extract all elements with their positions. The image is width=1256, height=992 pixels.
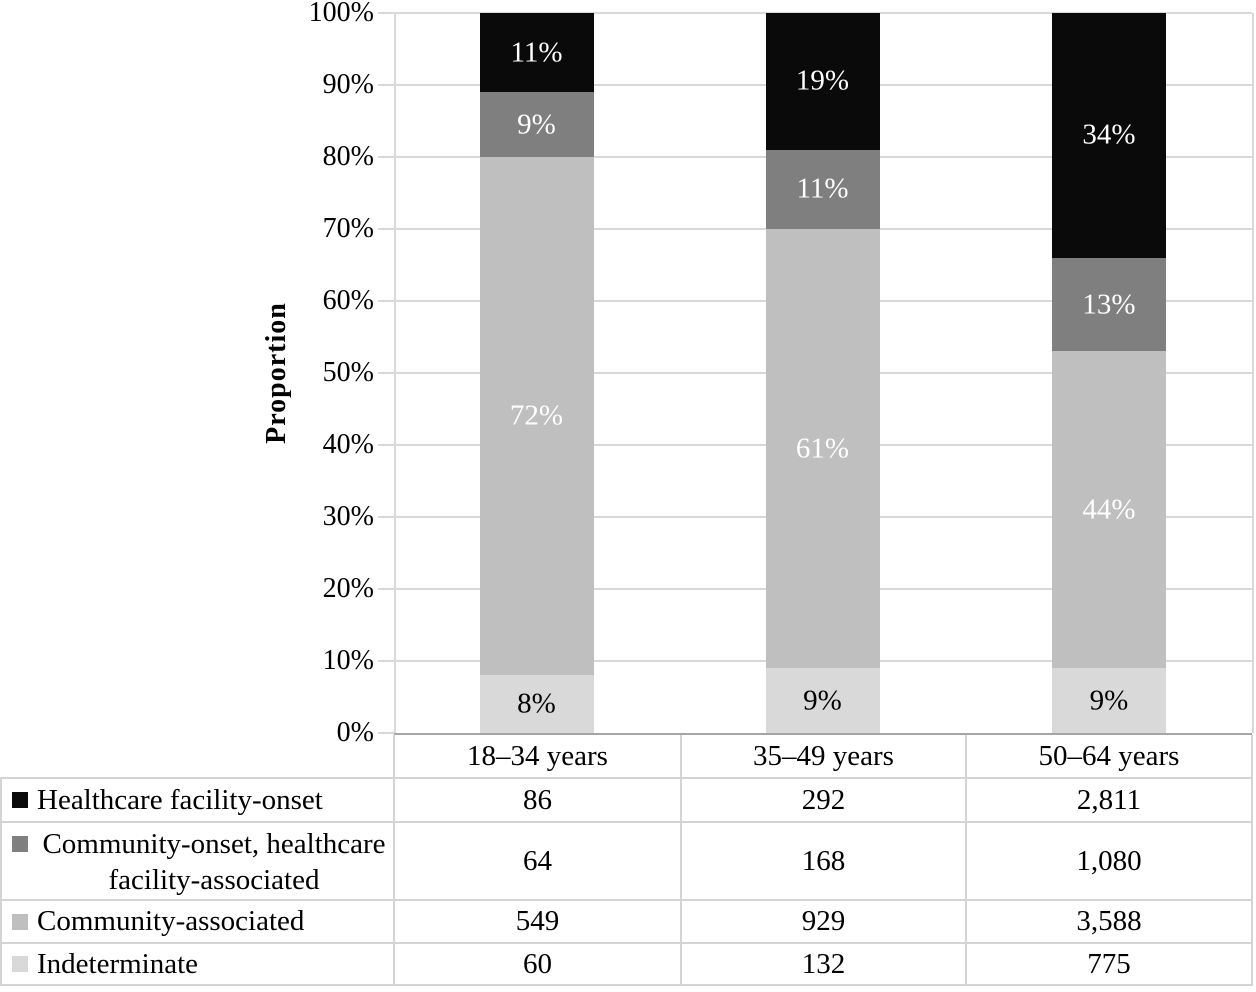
- legend-row-healthcare-facility-onset: Healthcare facility-onset: [0, 777, 393, 821]
- legend-label: Community-onset, healthcare facility-asso…: [37, 823, 393, 898]
- y-tick-label: 100%: [308, 0, 374, 28]
- table-value: 64: [393, 821, 680, 899]
- table-value: 132: [680, 942, 965, 986]
- legend-label: Indeterminate: [37, 947, 199, 980]
- y-tick-label: 70%: [322, 213, 374, 244]
- table-value: 86: [393, 777, 680, 821]
- legend-swatch-community-associated: [12, 913, 28, 930]
- y-tick-label: 10%: [322, 645, 374, 676]
- bar-segment-label: 9%: [517, 108, 556, 141]
- table-value: 929: [680, 899, 965, 942]
- y-axis-tick: [378, 732, 394, 734]
- y-tick-label: 0%: [336, 717, 374, 748]
- bar-segment-label: 8%: [517, 687, 556, 720]
- bar-segment-label: 9%: [803, 684, 842, 717]
- table-value: 1,080: [965, 821, 1253, 899]
- bar-segment-label: 72%: [509, 399, 564, 432]
- y-axis-tick: [378, 228, 394, 230]
- chart-data-table: 18–34 years 35–49 years 50–64 years Heal…: [0, 735, 1253, 986]
- bar-segment-label: 11%: [796, 172, 849, 205]
- y-tick-label: 90%: [322, 69, 374, 100]
- y-axis-tick: [378, 156, 394, 158]
- table-value: 775: [965, 942, 1253, 986]
- legend-label: Healthcare facility-onset: [37, 783, 323, 816]
- plot-right-border: [1252, 13, 1254, 733]
- table-value: 549: [393, 899, 680, 942]
- y-tick-label: 60%: [322, 285, 374, 316]
- table-corner-spacer: [0, 735, 393, 777]
- y-axis-tick: [378, 516, 394, 518]
- bar-segment-label: 61%: [795, 432, 850, 465]
- x-axis-line: [394, 733, 1252, 735]
- bar-segment-healthcare-facility-onset: [1052, 13, 1166, 258]
- y-tick-label: 80%: [322, 141, 374, 172]
- legend-swatch-healthcare-facility-onset: [12, 792, 28, 808]
- bar-segment-label: 19%: [795, 64, 850, 97]
- bar-segment-community-onset-healthcare-facility-associated: [479, 92, 594, 157]
- bar-segment-indeterminate: [1052, 668, 1166, 733]
- table-value: 60: [393, 942, 680, 986]
- table-value: 168: [680, 821, 965, 899]
- legend-row-community-associated: Community-associated: [0, 899, 393, 942]
- legend-label: Community-associated: [37, 905, 305, 937]
- y-tick-label: 50%: [322, 357, 374, 388]
- category-header-18-34: 18–34 years: [393, 735, 680, 777]
- bar-segment-community-associated: [765, 229, 880, 669]
- y-axis-tick: [378, 12, 394, 14]
- table-value: 2,811: [965, 777, 1253, 821]
- legend-label-line1: Community-onset, healthcare: [42, 828, 386, 860]
- table-value: 3,588: [965, 899, 1253, 942]
- bar-segment-label: 11%: [510, 36, 563, 69]
- y-tick-label: 20%: [322, 573, 374, 604]
- bar-segment-community-onset-healthcare-facility-associated: [1052, 257, 1166, 352]
- bar-segment-indeterminate: [479, 675, 594, 733]
- legend-row-community-onset-hcfa: Community-onset, healthcare facility-asso…: [0, 821, 393, 899]
- legend-swatch-indeterminate: [12, 956, 28, 972]
- y-axis-tick: [378, 84, 394, 86]
- y-axis-tick: [378, 300, 394, 302]
- plot-left-border: [394, 13, 396, 733]
- bar-segment-community-onset-healthcare-facility-associated: [765, 149, 880, 229]
- legend-label-line2: facility-associated: [108, 864, 320, 896]
- category-header-50-64: 50–64 years: [965, 735, 1253, 777]
- legend-row-indeterminate: Indeterminate: [0, 942, 393, 986]
- bar-segment-healthcare-facility-onset: [479, 13, 594, 93]
- bar-segment-community-associated: [479, 157, 594, 676]
- bar-segment-label: 13%: [1082, 288, 1136, 321]
- bar-segment-label: 44%: [1082, 493, 1136, 526]
- y-axis-tick: [378, 588, 394, 590]
- y-tick-label: 30%: [322, 501, 374, 532]
- bar-segment-label: 34%: [1082, 118, 1136, 151]
- y-axis-tick: [378, 372, 394, 374]
- bar-segment-label: 9%: [1089, 684, 1129, 717]
- legend-swatch-community-onset-hcfa: [12, 836, 28, 852]
- bar-segment-community-associated: [1052, 351, 1166, 669]
- y-tick-label: 40%: [322, 429, 374, 460]
- y-axis-tick: [378, 444, 394, 446]
- table-value: 292: [680, 777, 965, 821]
- y-axis-tick: [378, 660, 394, 662]
- bar-segment-healthcare-facility-onset: [765, 13, 880, 150]
- bar-segment-indeterminate: [765, 668, 880, 733]
- category-header-35-49: 35–49 years: [680, 735, 965, 777]
